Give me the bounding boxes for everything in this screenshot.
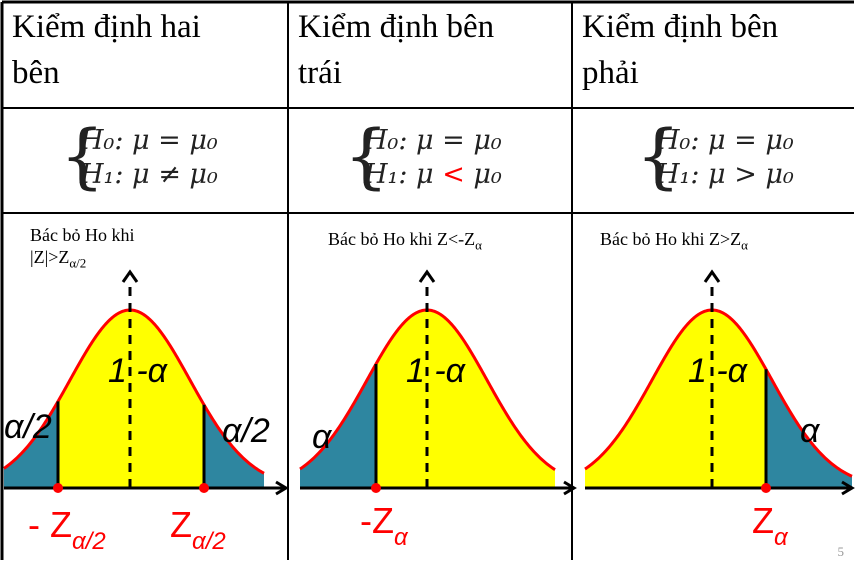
crit-right-two-sided: Zα/2	[170, 504, 226, 556]
h1-operator: <	[442, 159, 465, 190]
hypothesis-right-tailed: { H₀: μ = μ₀ H₁: μ > μ₀	[636, 116, 794, 196]
h1-suffix: μ₀	[464, 159, 502, 190]
hypothesis-two-sided: { H₀: μ = μ₀ H₁: μ ≠ μ₀	[60, 116, 218, 196]
rule-left-sub: α	[475, 237, 482, 253]
right-tail-label: α/2	[222, 412, 270, 450]
rule-two-sided: Bác bỏ Ho khi |Z|>Zα/2	[30, 224, 134, 275]
tail-region-left-tailed-1	[300, 363, 376, 488]
curve-fill-two-sided	[4, 310, 264, 488]
header-two-sided-line2: bên	[12, 55, 60, 91]
h1-operator: ≠	[158, 159, 181, 190]
center-label-left-tailed: 1 -α	[406, 352, 466, 390]
header-left-tailed-line1: Kiểm định bên	[298, 9, 495, 45]
crit-right-tailed-sub: α	[774, 524, 788, 551]
rule-right-text: Bác bỏ Ho khi Z>Z	[600, 229, 742, 249]
crit-right-tailed-text: Z	[752, 500, 774, 541]
brace-icon: {	[344, 115, 389, 197]
h0-line: H₀: μ = μ₀	[656, 125, 794, 156]
crit-left-tailed-sub: α	[393, 524, 408, 551]
crit-left-two-sided: - Zα/2	[28, 504, 106, 556]
brace-icon: {	[636, 115, 681, 197]
rule-two-sided-text: |Z|>Z	[30, 247, 70, 267]
center-label-right-tailed: 1 -α	[688, 352, 748, 390]
left-tail-label: α/2	[4, 408, 52, 446]
crit-left-tailed-text: -Z	[360, 500, 394, 541]
rule-left-tailed: Bác bỏ Ho khi Z<-Zα	[328, 228, 482, 257]
mean-arrow-icon-right-tailed	[703, 269, 721, 283]
h1-suffix: μ₀	[756, 159, 794, 190]
density-curve-right-tailed	[584, 308, 853, 478]
rule-two-sided-line2: |Z|>Zα/2	[30, 246, 134, 275]
h1-suffix: μ₀	[180, 159, 218, 190]
h1-prefix: H₁: μ	[656, 159, 735, 190]
h1-line: H₁: μ < μ₀	[364, 158, 502, 192]
header-right-tailed: Kiểm định bên phải	[574, 4, 854, 108]
hypothesis-left-tailed: { H₀: μ = μ₀ H₁: μ < μ₀	[344, 116, 502, 196]
rule-right-sub: α	[741, 237, 748, 253]
h1-prefix: H₁: μ	[364, 159, 443, 190]
h0-line: H₀: μ = μ₀	[80, 125, 218, 156]
crit-right-text: Z	[170, 504, 192, 545]
h1-line: H₁: μ ≠ μ₀	[80, 158, 218, 192]
mean-arrow-icon-left-tailed	[418, 269, 436, 283]
header-two-sided-line1: Kiểm định hai	[12, 9, 201, 45]
rule-right-tailed: Bác bỏ Ho khi Z>Zα	[600, 228, 748, 257]
x-axis-arrow-icon-right-tailed	[841, 480, 855, 496]
header-right-tailed-line1: Kiểm định bên	[582, 9, 779, 45]
rule-two-sided-sub: α/2	[69, 255, 87, 271]
critical-point-two-sided-1	[53, 483, 63, 493]
tail-region-right-tailed-1	[766, 369, 852, 488]
x-axis-arrow-icon-two-sided	[275, 480, 289, 496]
critical-point-two-sided-2	[199, 483, 209, 493]
critical-point-right-tailed-1	[761, 483, 771, 493]
rule-two-sided-line1: Bác bỏ Ho khi	[30, 225, 135, 245]
crit-left-sub: α/2	[71, 528, 106, 555]
crit-left-tailed: -Zα	[360, 500, 408, 552]
tail-label-left: α	[312, 418, 332, 456]
mean-arrow-icon-two-sided	[121, 269, 139, 283]
page-number: 5	[837, 544, 845, 559]
center-label-two-sided: 1 -α	[108, 352, 168, 390]
brace-icon: {	[60, 115, 105, 197]
h0-line: H₀: μ = μ₀	[364, 125, 502, 156]
crit-right-tailed: Zα	[752, 500, 788, 552]
tail-label-right: α	[800, 412, 820, 450]
crit-left-text: - Z	[28, 504, 72, 545]
h1-line: H₁: μ > μ₀	[656, 158, 794, 192]
header-right-tailed-line2: phải	[582, 55, 639, 91]
rule-left-text: Bác bỏ Ho khi Z<-Z	[328, 229, 476, 249]
header-two-sided: Kiểm định hai bên	[4, 4, 284, 108]
x-axis-arrow-icon-left-tailed	[563, 480, 577, 496]
header-left-tailed: Kiểm định bên trái	[290, 4, 570, 108]
tail-region-two-sided-2	[204, 404, 264, 488]
density-curve-two-sided	[3, 308, 265, 475]
crit-right-sub: α/2	[192, 528, 226, 555]
critical-point-left-tailed-1	[371, 483, 381, 493]
h1-operator: >	[734, 159, 757, 190]
header-left-tailed-line2: trái	[298, 55, 342, 91]
h1-prefix: H₁: μ	[80, 159, 159, 190]
